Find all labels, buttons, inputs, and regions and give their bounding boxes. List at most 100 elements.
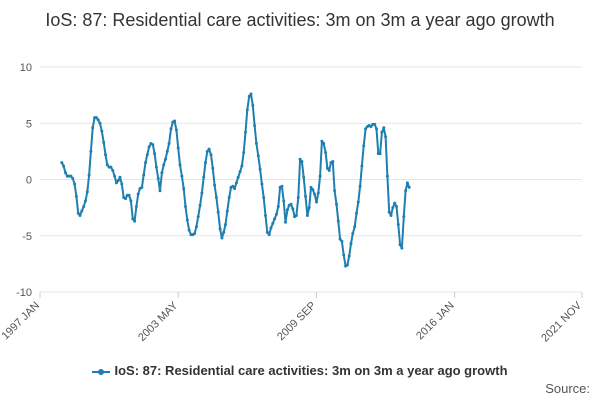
data-point (391, 206, 395, 210)
data-point (205, 149, 209, 153)
data-point (280, 184, 284, 188)
data-point (134, 205, 138, 208)
data-point (340, 239, 344, 243)
data-point (164, 157, 167, 161)
data-point (151, 143, 155, 147)
data-point (225, 209, 229, 213)
x-tick-label: 2021 NOV (539, 299, 584, 344)
data-point (127, 193, 131, 197)
data-point (251, 103, 255, 107)
legend-symbol (92, 367, 111, 377)
data-point (98, 121, 102, 125)
data-point (145, 153, 149, 157)
data-point (100, 129, 104, 133)
data-point (285, 208, 289, 212)
data-point (378, 152, 382, 156)
y-tick-label: 5 (26, 118, 32, 130)
data-point (291, 207, 295, 211)
data-point (194, 225, 198, 229)
data-point (160, 171, 164, 175)
data-point (307, 206, 311, 210)
data-point (349, 242, 353, 246)
data-point (187, 228, 191, 232)
data-point (142, 173, 146, 177)
data-point (196, 215, 200, 219)
chart-title: IoS: 87: Residential care activities: 3m… (45, 10, 555, 30)
data-point (198, 203, 202, 207)
data-point (60, 161, 64, 165)
data-point (116, 179, 120, 183)
data-point (238, 170, 242, 174)
data-point (267, 233, 271, 237)
data-point (185, 218, 189, 222)
data-point (231, 184, 235, 188)
data-point (113, 174, 117, 178)
data-point (325, 166, 329, 170)
data-point (375, 127, 378, 131)
data-point (96, 118, 100, 122)
data-point (289, 202, 293, 206)
data-point (315, 200, 318, 204)
data-point (331, 160, 335, 163)
x-tick-label: 2009 SEP (275, 300, 319, 344)
data-point (253, 124, 257, 127)
data-point (62, 164, 66, 168)
data-point (407, 185, 411, 189)
data-point (396, 223, 400, 226)
data-point (84, 199, 87, 203)
data-point (89, 149, 93, 153)
data-point (351, 232, 355, 235)
data-point (136, 192, 140, 196)
data-point (271, 221, 275, 225)
data-point (91, 126, 95, 130)
data-point (273, 217, 277, 221)
data-point (353, 225, 357, 229)
data-point (276, 205, 280, 208)
series-layer (60, 92, 411, 268)
grid-lines (40, 66, 582, 293)
data-point (240, 164, 244, 168)
data-point (80, 209, 84, 213)
data-point (114, 181, 118, 185)
data-point (64, 171, 67, 175)
data-point (118, 175, 122, 179)
data-point (94, 116, 98, 120)
data-point (76, 211, 80, 215)
data-point (369, 125, 373, 129)
data-point (305, 214, 309, 217)
data-point (233, 187, 237, 190)
data-point (389, 214, 393, 217)
data-point (260, 182, 264, 186)
series-line (60, 93, 411, 268)
data-point (236, 175, 240, 179)
data-point (335, 202, 338, 206)
data-point (227, 196, 231, 199)
data-point (364, 127, 368, 131)
data-point (153, 152, 157, 156)
legend[interactable]: IoS: 87: Residential care activities: 3m… (60, 363, 540, 378)
data-point (302, 175, 306, 179)
x-axis-ticks: 1997 JAN 2003 MAY 2009 SEP 2016 JAN 2021 NOV (0, 292, 585, 344)
data-point (356, 200, 360, 204)
data-point (373, 122, 377, 126)
data-point (71, 176, 75, 180)
data-point (269, 226, 273, 230)
data-point (347, 254, 351, 258)
x-tick-label: 1997 JAN (0, 300, 42, 343)
data-point (296, 196, 300, 199)
y-tick-label: -10 (16, 287, 32, 299)
data-point (242, 151, 246, 154)
data-point (395, 205, 398, 208)
data-point (244, 130, 247, 134)
data-point (165, 149, 169, 153)
data-point (313, 192, 317, 196)
data-point (342, 253, 346, 257)
data-point (387, 210, 391, 214)
data-point (85, 190, 89, 194)
data-point (256, 154, 260, 158)
y-tick-label: -5 (22, 231, 32, 243)
data-point (154, 165, 158, 169)
data-point (167, 142, 171, 145)
data-point (284, 220, 287, 224)
data-point (214, 196, 218, 199)
